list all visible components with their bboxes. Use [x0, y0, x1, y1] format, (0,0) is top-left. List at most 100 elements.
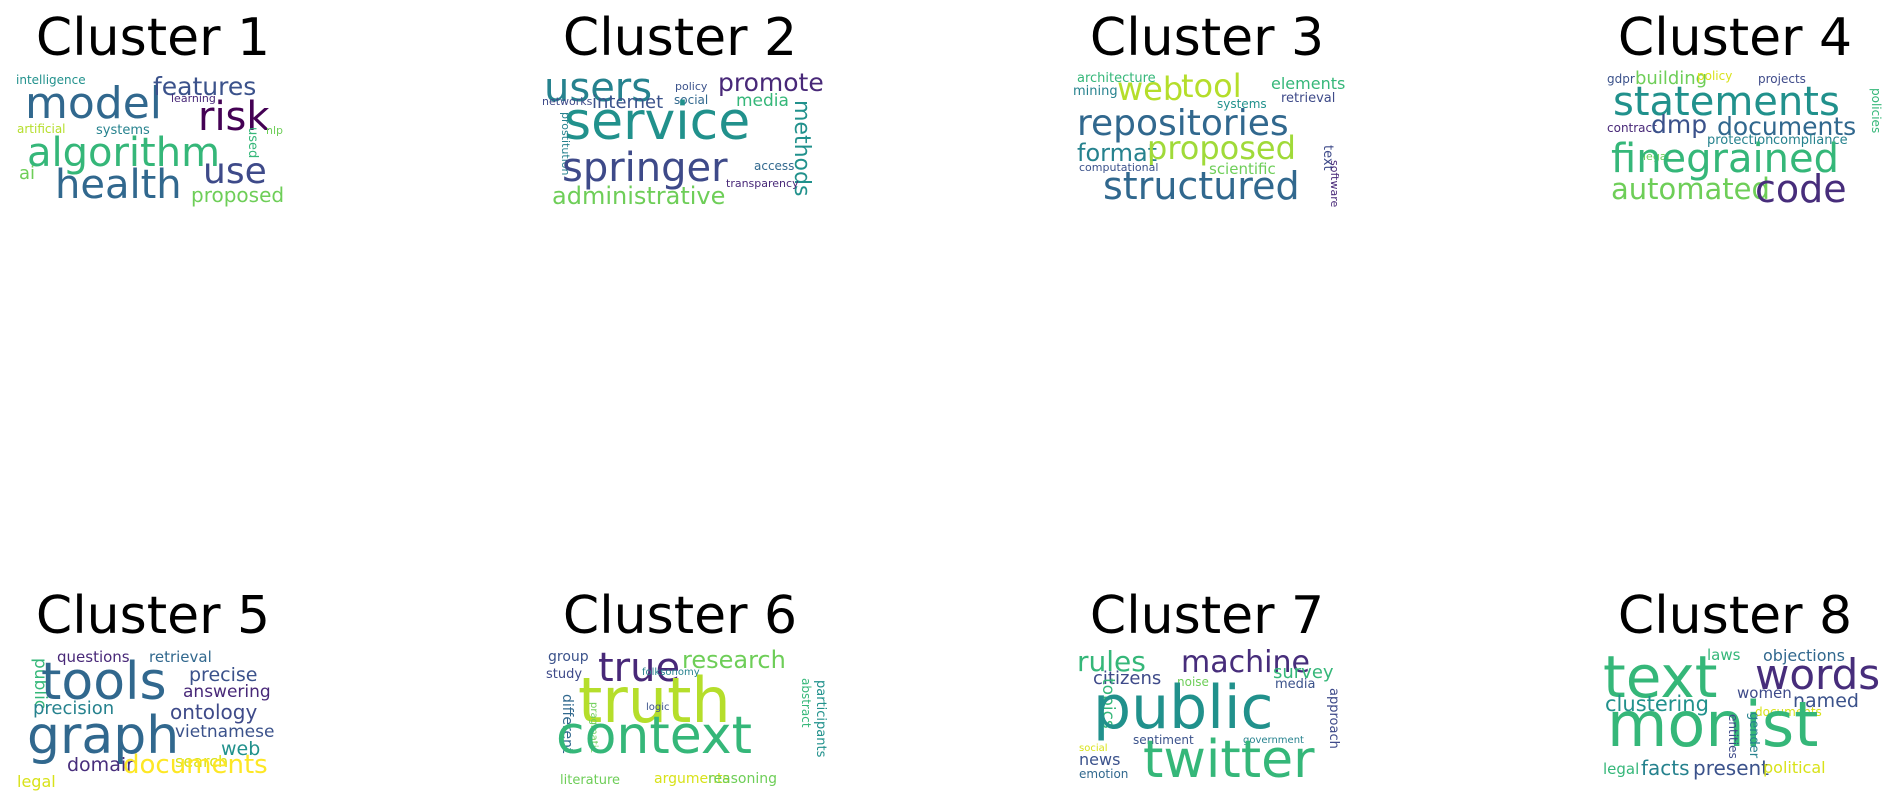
cloud-word-promote: promote	[718, 68, 824, 97]
cloud-word-answering: answering	[183, 682, 271, 702]
cloud-word-automated: automated	[1611, 172, 1770, 206]
cloud-word-questions: questions	[57, 648, 130, 666]
cloud-word-policy: policy	[675, 80, 708, 93]
cloud-word-precise: precise	[189, 664, 258, 686]
cloud-word-use: use	[203, 151, 267, 192]
cluster-panel-2: Cluster 2 users policy promote networks inte…	[530, 8, 830, 208]
cloud-word-abstract: abstract	[799, 678, 813, 728]
cloud-word-political: political	[1763, 758, 1826, 777]
cloud-word-laws: laws	[1707, 646, 1741, 664]
cloud-word-risk: risk	[198, 94, 270, 140]
cloud-word-facts: facts	[1641, 756, 1690, 780]
cloud-word-tool: tool	[1181, 67, 1242, 105]
cloud-word-media: media	[736, 91, 789, 111]
cloud-word-building: building	[1635, 68, 1708, 89]
cloud-word-group: group	[548, 649, 589, 665]
cloud-word-statements: statements	[1613, 79, 1840, 125]
word-cloud: rules machine survey citizens noise media topi…	[1057, 648, 1357, 788]
cluster-panel-8: Cluster 8 laws objections text words cluster…	[1585, 586, 1885, 786]
cluster-title: Cluster 5	[35, 586, 271, 646]
cluster-title: Cluster 8	[1617, 586, 1853, 646]
cloud-word-documents: documents	[1717, 112, 1857, 141]
cloud-word-gdpr: gdpr	[1607, 72, 1635, 86]
cloud-word-intelligence: intelligence	[16, 73, 86, 87]
cloud-word-women: women	[1737, 684, 1792, 702]
cloud-word-mining: mining	[1073, 84, 1118, 99]
cloud-word-documents: documents	[1755, 705, 1822, 719]
cloud-word-objections: objections	[1763, 646, 1846, 665]
cluster-panel-5: Cluster 5 questions retrieval public tools p…	[3, 586, 303, 791]
cloud-word-social: social	[1079, 743, 1108, 754]
cloud-word-policy: policy	[1697, 69, 1733, 83]
cloud-word-springer: springer	[562, 145, 728, 191]
cloud-word-survey: survey	[1273, 662, 1334, 683]
cloud-word-words: words	[1755, 650, 1881, 699]
cloud-word-retrieval: retrieval	[1281, 91, 1336, 106]
cluster-title: Cluster 6	[562, 586, 798, 646]
cloud-word-participants: participants	[813, 680, 828, 758]
cloud-word-protection: protection	[1707, 133, 1774, 148]
cloud-word-health: health	[55, 162, 182, 208]
cloud-word-learning: learning	[171, 92, 216, 105]
cloud-word-emotion: emotion	[1079, 767, 1129, 781]
cloud-word-internet: internet	[592, 92, 664, 113]
cloud-word-web: web	[221, 738, 261, 760]
cluster-panel-7: Cluster 7 rules machine survey citizens nois…	[1057, 586, 1357, 786]
cloud-word-finegrained: finegrained	[1611, 136, 1839, 182]
cluster-title: Cluster 3	[1089, 8, 1325, 68]
cloud-word-approach: approach	[1326, 688, 1341, 749]
cloud-word-model: model	[25, 78, 163, 129]
cloud-word-ai: ai	[19, 163, 36, 184]
cloud-word-legal: legal	[17, 772, 56, 791]
cloud-word-present: present	[1693, 756, 1770, 780]
cloud-word-dmp: dmp	[1651, 110, 1708, 139]
cloud-word-arguments: arguments	[654, 771, 730, 787]
word-cloud: questions retrieval public tools precise answ…	[3, 648, 303, 791]
cloud-word-monist: monist	[1607, 688, 1819, 761]
cluster-title: Cluster 4	[1617, 8, 1853, 68]
cloud-word-code: code	[1755, 167, 1847, 211]
cloud-word-compliance: compliance	[1773, 133, 1848, 148]
cloud-word-legal: legal	[1603, 760, 1640, 778]
cloud-word-media: media	[1275, 677, 1316, 692]
cloud-word-entities: entities	[1726, 714, 1740, 759]
cloud-word-tools: tools	[41, 652, 167, 712]
cluster-title: Cluster 7	[1089, 586, 1325, 646]
cloud-word-context: context	[556, 706, 752, 766]
cloud-word-folksonomy: folksonomy	[642, 667, 700, 678]
cloud-word-news: news	[1079, 750, 1121, 769]
cloud-word-computational: computational	[1079, 161, 1159, 174]
cloud-word-elements: elements	[1271, 74, 1346, 93]
cloud-word-twitter: twitter	[1143, 730, 1315, 790]
cloud-word-proposed: proposed	[191, 183, 285, 207]
cloud-word-networks: networks	[542, 95, 593, 108]
cloud-word-reasoning: reasoning	[708, 771, 778, 787]
cloud-word-citizens: citizens	[1093, 668, 1162, 689]
cloud-word-algorithm: algorithm	[27, 130, 221, 176]
cloud-word-access: access	[754, 159, 795, 173]
cluster-title: Cluster 2	[562, 8, 798, 68]
cloud-word-precision: precision	[33, 698, 115, 719]
cloud-word-artificial: artificial	[17, 122, 66, 136]
cloud-word-true: true	[598, 645, 681, 691]
cluster-panel-6: Cluster 6 group true research study folksono…	[530, 586, 830, 788]
cloud-word-transparency: transparency	[726, 177, 799, 190]
cloud-word-policies: policies	[1869, 88, 1883, 134]
cloud-word-research: research	[682, 646, 786, 674]
cloud-word-repositories: repositories	[1077, 103, 1289, 144]
cloud-word-systems: systems	[1217, 97, 1267, 111]
cloud-word-systems: systems	[96, 123, 150, 138]
cloud-word-social: social	[674, 93, 709, 107]
cloud-word-structured: structured	[1103, 164, 1300, 208]
cloud-word-machine: machine	[1181, 645, 1310, 680]
cloud-word-legal: legal	[1643, 150, 1670, 163]
cloud-word-domain: domain	[67, 754, 139, 776]
word-cloud: architecture mining web tool elements systems…	[1057, 70, 1357, 210]
cloud-word-public: public	[1093, 673, 1274, 743]
cloud-word-graph: graph	[27, 706, 180, 766]
cloud-word-service: service	[564, 92, 751, 152]
cloud-word-nlp: nlp	[266, 124, 284, 137]
cloud-word-search: search	[175, 752, 229, 771]
cloud-word-noise: noise	[1177, 675, 1209, 689]
word-cloud: group true research study folksonomy truth abs…	[530, 648, 830, 788]
